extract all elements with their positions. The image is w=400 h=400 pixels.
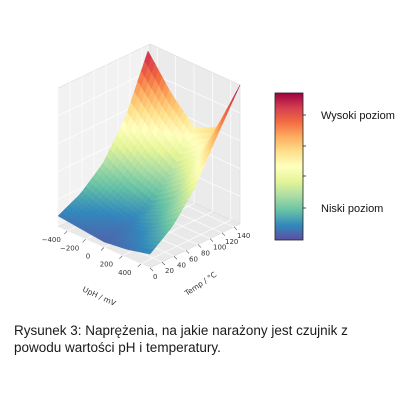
- y-tick-label: 120: [225, 238, 238, 246]
- y-tick-mark: [161, 261, 166, 266]
- x-tick-label: −400: [42, 236, 61, 244]
- x-axis-label: UpH / mV: [81, 285, 118, 309]
- y-tick-mark: [221, 232, 226, 237]
- y-tick-label: 80: [201, 250, 210, 258]
- x-axis: −400−200 0 200 400: [42, 230, 142, 277]
- x-tick-label: 200: [100, 261, 113, 269]
- y-axis-label: Temp / °C: [182, 270, 218, 298]
- figure-caption: Rysunek 3: Naprężenia, na jakie narażony…: [14, 322, 394, 356]
- y-tick-mark: [149, 267, 154, 272]
- y-tick-label: 20: [165, 267, 174, 275]
- x-tick-label: −200: [60, 244, 79, 252]
- x-tick-label: 0: [86, 253, 90, 261]
- x-tick-label: 400: [118, 269, 131, 277]
- y-tick-mark: [233, 226, 238, 231]
- grid-line: [140, 80, 232, 265]
- grid-line: [57, 88, 151, 269]
- surface-facet: [146, 249, 154, 255]
- surface-mesh: [57, 50, 241, 255]
- y-tick-label: 0: [153, 273, 157, 281]
- colorbar: [274, 92, 304, 241]
- y-tick-label: 60: [189, 255, 198, 263]
- x-tick-mark: [63, 230, 68, 235]
- y-tick-label: 40: [177, 261, 186, 269]
- x-tick-mark: [82, 239, 86, 243]
- x-tick-mark: [119, 255, 123, 259]
- y-tick-mark: [185, 250, 190, 254]
- y-tick-label: 100: [213, 244, 226, 252]
- colorbar-label-low: Niski poziom: [321, 203, 383, 215]
- caption-line-1: Rysunek 3: Naprężenia, na jakie narażony…: [14, 323, 348, 338]
- y-tick-mark: [197, 244, 202, 248]
- colorbar-label-high: Wysoki poziom: [321, 110, 395, 122]
- x-tick-mark: [100, 247, 105, 251]
- y-tick-mark: [209, 238, 214, 242]
- y-tick-mark: [173, 256, 178, 260]
- caption-line-2: powodu wartości pH i temperatury.: [14, 340, 221, 355]
- x-tick-mark: [137, 263, 142, 268]
- y-tick-label: 140: [237, 232, 250, 240]
